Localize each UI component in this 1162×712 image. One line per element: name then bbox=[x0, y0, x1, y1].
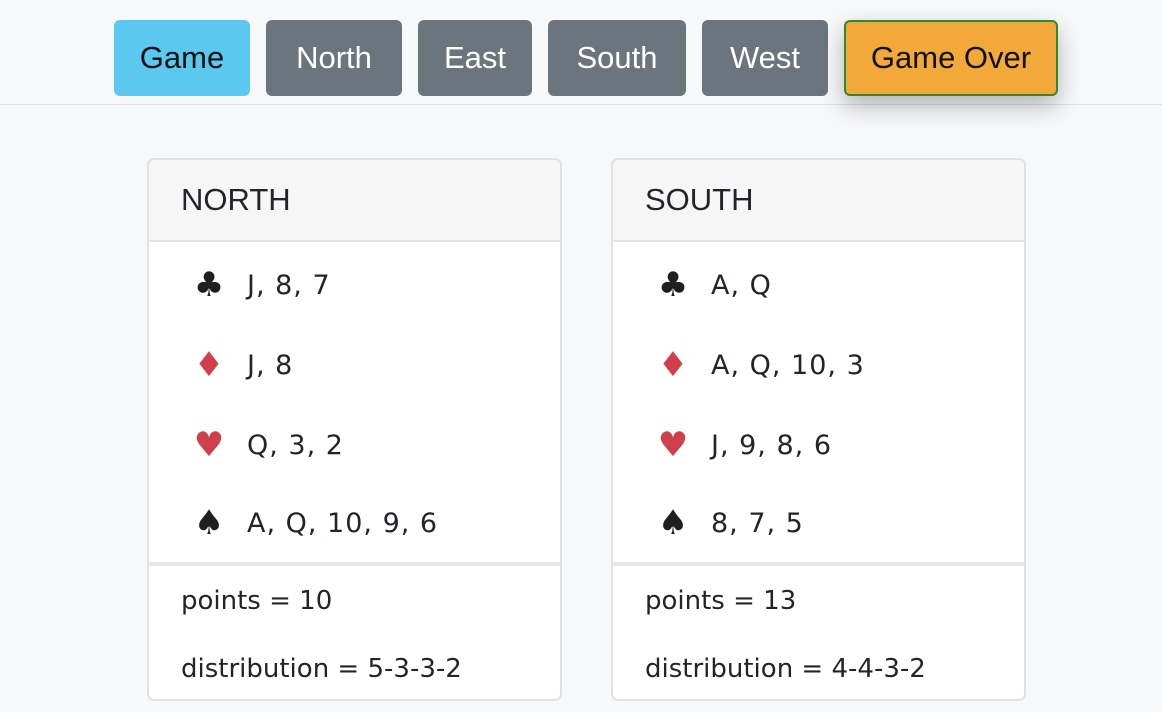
north-distribution: distribution = 5-3-3-2 bbox=[181, 654, 462, 684]
south-clubs-row: ♣ A, Q bbox=[613, 265, 1024, 305]
game-button[interactable]: Game bbox=[114, 20, 250, 96]
south-clubs-cards: A, Q bbox=[711, 269, 772, 301]
west-button[interactable]: West bbox=[702, 20, 828, 96]
south-spades-row: ♠ 8, 7, 5 bbox=[613, 503, 1024, 543]
south-spades-cards: 8, 7, 5 bbox=[711, 507, 804, 539]
north-spades-row: ♠ A, Q, 10, 9, 6 bbox=[149, 503, 560, 543]
game-over-button[interactable]: Game Over bbox=[844, 20, 1058, 96]
north-clubs-row: ♣ J, 8, 7 bbox=[149, 265, 560, 305]
spades-icon: ♠ bbox=[657, 503, 689, 543]
north-clubs-cards: J, 8, 7 bbox=[247, 269, 331, 301]
south-hearts-row: ♥ J, 9, 8, 6 bbox=[613, 425, 1024, 465]
south-button[interactable]: South bbox=[548, 20, 686, 96]
south-diamonds-cards: A, Q, 10, 3 bbox=[711, 349, 865, 381]
clubs-icon: ♣ bbox=[193, 265, 225, 305]
north-points: points = 10 bbox=[181, 586, 333, 616]
south-points: points = 13 bbox=[645, 586, 797, 616]
south-diamonds-row: ♦ A, Q, 10, 3 bbox=[613, 345, 1024, 385]
east-button[interactable]: East bbox=[418, 20, 532, 96]
north-diamonds-row: ♦ J, 8 bbox=[149, 345, 560, 385]
spades-icon: ♠ bbox=[193, 503, 225, 543]
north-spades-cards: A, Q, 10, 9, 6 bbox=[247, 507, 439, 539]
hearts-icon: ♥ bbox=[657, 425, 689, 465]
south-hearts-cards: J, 9, 8, 6 bbox=[711, 429, 832, 461]
hearts-icon: ♥ bbox=[193, 425, 225, 465]
north-hearts-cards: Q, 3, 2 bbox=[247, 429, 344, 461]
south-hand-card: SOUTH ♣ A, Q ♦ A, Q, 10, 3 ♥ J, 9, 8, 6 … bbox=[611, 158, 1026, 701]
top-navigation: Game North East South West Game Over bbox=[0, 0, 1162, 105]
north-hand-card: NORTH ♣ J, 8, 7 ♦ J, 8 ♥ Q, 3, 2 ♠ A, Q,… bbox=[147, 158, 562, 701]
south-hand-title: SOUTH bbox=[613, 160, 1024, 242]
north-hearts-row: ♥ Q, 3, 2 bbox=[149, 425, 560, 465]
diamonds-icon: ♦ bbox=[657, 345, 689, 385]
diamonds-icon: ♦ bbox=[193, 345, 225, 385]
south-distribution: distribution = 4-4-3-2 bbox=[645, 654, 926, 684]
north-button[interactable]: North bbox=[266, 20, 402, 96]
north-diamonds-cards: J, 8 bbox=[247, 349, 294, 381]
north-hand-summary: points = 10 distribution = 5-3-3-2 bbox=[149, 562, 560, 699]
north-hand-title: NORTH bbox=[149, 160, 560, 242]
south-hand-summary: points = 13 distribution = 4-4-3-2 bbox=[613, 562, 1024, 699]
clubs-icon: ♣ bbox=[657, 265, 689, 305]
